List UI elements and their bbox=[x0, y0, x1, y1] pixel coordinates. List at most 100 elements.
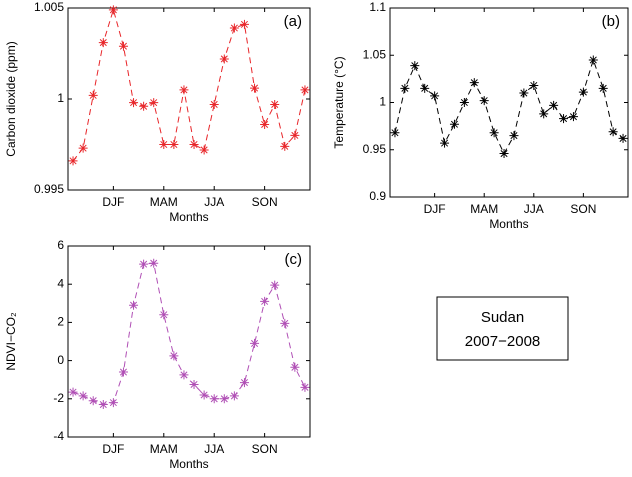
data-point bbox=[189, 140, 199, 149]
y-axis-label: NDVI−CO₂ bbox=[4, 312, 18, 371]
data-point bbox=[300, 382, 310, 392]
data-point bbox=[68, 156, 78, 166]
data-point bbox=[189, 379, 199, 389]
data-point bbox=[219, 394, 229, 404]
data-point bbox=[568, 112, 578, 122]
y-tick-label: -2 bbox=[53, 391, 64, 405]
data-point bbox=[578, 87, 588, 97]
x-axis-label: Months bbox=[169, 457, 208, 471]
data-point bbox=[108, 398, 118, 408]
y-tick-label: 0.95 bbox=[363, 142, 387, 156]
data-point bbox=[209, 394, 219, 404]
data-point bbox=[169, 351, 179, 361]
plot-area bbox=[67, 245, 311, 438]
data-point bbox=[78, 391, 88, 401]
data-point bbox=[519, 88, 529, 98]
panel-label: (a) bbox=[284, 13, 302, 30]
data-point bbox=[260, 296, 270, 306]
x-tick-label: JJA bbox=[204, 195, 224, 209]
data-point bbox=[129, 98, 139, 108]
x-tick-label: SON bbox=[252, 442, 278, 456]
x-tick-label: JJA bbox=[524, 202, 544, 216]
data-point bbox=[149, 258, 159, 268]
plot-area bbox=[389, 7, 629, 198]
x-tick-label: MAM bbox=[470, 202, 498, 216]
data-point bbox=[290, 130, 300, 140]
y-axis-label: Carbon dioxide (ppm) bbox=[4, 41, 18, 156]
y-tick-label: 4 bbox=[57, 276, 64, 290]
data-point bbox=[239, 19, 249, 29]
series-line bbox=[72, 8, 306, 162]
data-point bbox=[430, 91, 440, 101]
data-point bbox=[270, 99, 280, 109]
data-point bbox=[68, 387, 78, 397]
data-point bbox=[280, 318, 290, 328]
data-point bbox=[108, 5, 118, 15]
y-tick-label: 1 bbox=[379, 95, 386, 109]
y-tick-label: 2 bbox=[57, 315, 64, 329]
panel-label: (c) bbox=[285, 251, 303, 268]
data-point bbox=[499, 149, 509, 159]
data-point bbox=[400, 83, 410, 93]
data-point bbox=[449, 119, 459, 129]
data-point bbox=[509, 131, 519, 141]
y-tick-label: 0.9 bbox=[369, 189, 386, 203]
data-point bbox=[260, 119, 270, 129]
data-point bbox=[390, 128, 400, 138]
data-point bbox=[440, 138, 450, 148]
box-line: 2007−2008 bbox=[465, 333, 541, 350]
data-point bbox=[78, 143, 88, 153]
y-tick-label: 1.005 bbox=[34, 0, 64, 14]
data-point bbox=[169, 140, 179, 149]
data-point bbox=[149, 98, 159, 108]
data-point bbox=[410, 61, 420, 71]
plot-area bbox=[67, 7, 311, 191]
data-point bbox=[420, 83, 430, 93]
data-point bbox=[529, 80, 539, 90]
data-point bbox=[459, 98, 469, 107]
data-point bbox=[159, 140, 169, 149]
text-box bbox=[436, 296, 569, 361]
y-tick-label: 6 bbox=[57, 238, 64, 252]
data-point bbox=[588, 55, 598, 65]
y-tick-label: 1 bbox=[57, 91, 64, 105]
data-point bbox=[179, 370, 189, 380]
x-tick-label: DJF bbox=[102, 442, 124, 456]
data-point bbox=[559, 114, 569, 124]
y-tick-label: 1.1 bbox=[369, 0, 386, 14]
data-point bbox=[199, 390, 209, 400]
x-tick-label: SON bbox=[252, 195, 278, 209]
x-tick-label: JJA bbox=[204, 442, 224, 456]
data-point bbox=[239, 378, 249, 388]
x-axis-label: Months bbox=[169, 210, 208, 224]
x-tick-label: DJF bbox=[424, 202, 446, 216]
data-point bbox=[229, 23, 239, 33]
data-point bbox=[270, 280, 280, 290]
data-point bbox=[608, 127, 618, 137]
data-point bbox=[219, 54, 229, 64]
data-point bbox=[199, 145, 209, 155]
x-tick-label: MAM bbox=[150, 195, 178, 209]
data-point bbox=[479, 96, 489, 106]
data-point bbox=[300, 85, 310, 95]
data-point bbox=[118, 367, 128, 377]
data-point bbox=[118, 41, 128, 51]
y-tick-label: 1.05 bbox=[363, 47, 387, 61]
y-axis-label: Temperature (°C) bbox=[332, 56, 346, 148]
data-point bbox=[250, 83, 260, 93]
data-point bbox=[598, 83, 608, 93]
data-point bbox=[98, 400, 108, 410]
y-tick-label: 0.995 bbox=[34, 182, 64, 196]
data-point bbox=[88, 90, 98, 100]
data-point bbox=[489, 128, 499, 138]
data-point bbox=[129, 300, 139, 310]
panel-label: (b) bbox=[602, 13, 620, 30]
data-point bbox=[209, 99, 219, 109]
data-point bbox=[549, 100, 559, 110]
y-tick-label: -4 bbox=[53, 429, 64, 443]
data-point bbox=[159, 310, 169, 320]
x-tick-label: DJF bbox=[102, 195, 124, 209]
data-point bbox=[250, 338, 260, 348]
data-point bbox=[179, 85, 189, 95]
